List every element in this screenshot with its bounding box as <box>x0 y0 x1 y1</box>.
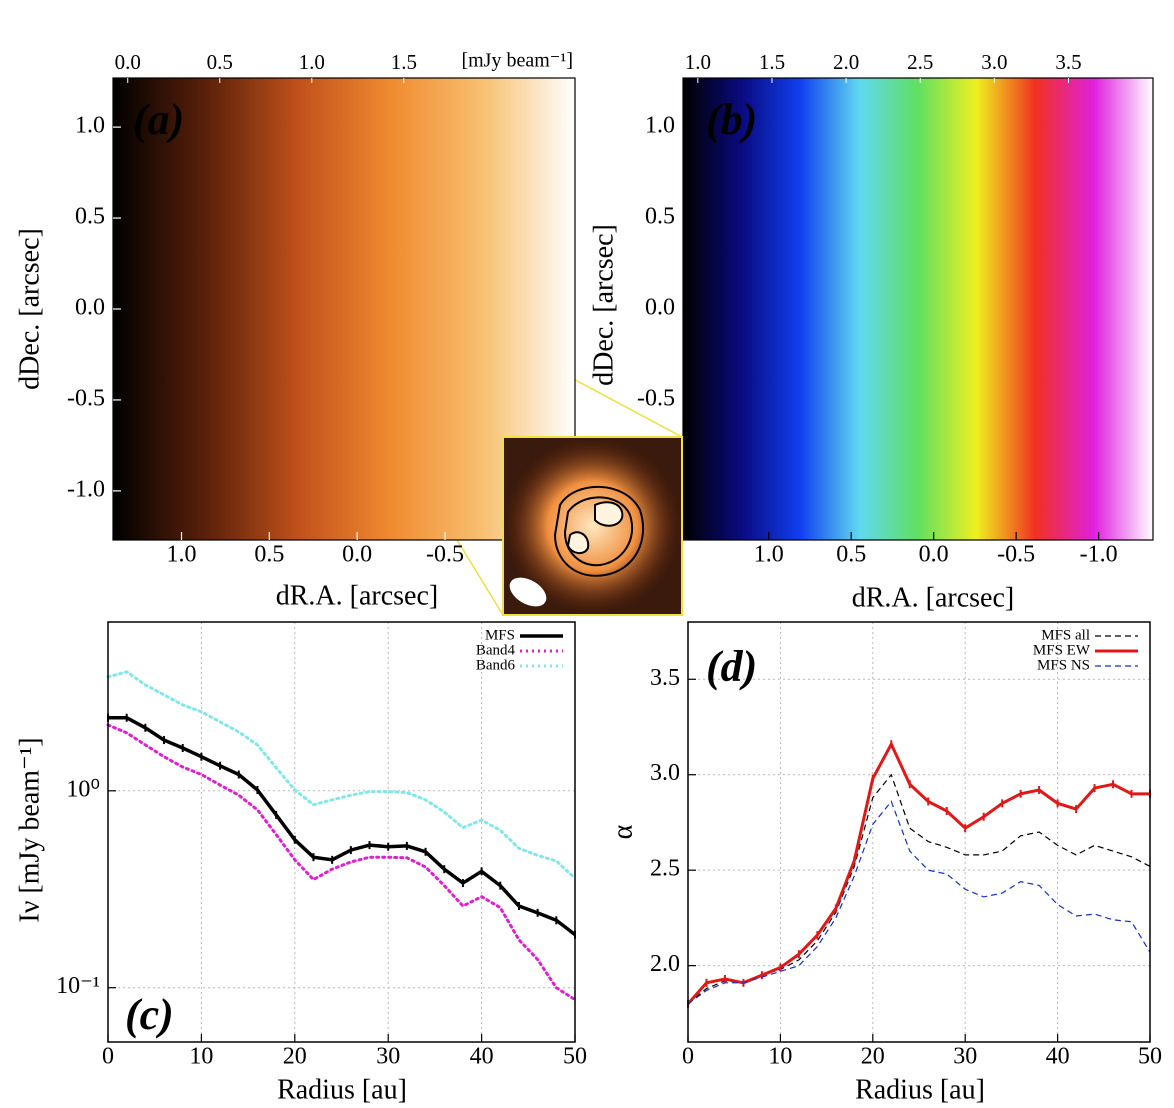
x-tick-label: 0 <box>682 1044 694 1070</box>
x-tick-label: 50 <box>1138 1044 1162 1070</box>
y-tick-label: 3.5 <box>650 665 680 691</box>
x-tick-label: -1.0 <box>1080 542 1118 568</box>
colorbar-label: [mJy beam⁻¹] <box>461 50 573 72</box>
y-tick-label: 1.0 <box>645 113 675 139</box>
panel-label: (b) <box>706 95 757 144</box>
y-axis-label: α <box>607 824 638 839</box>
plot-area <box>108 622 575 1042</box>
legend-label: Band6 <box>476 657 516 673</box>
x-tick-label: 30 <box>376 1044 400 1070</box>
legend-label: MFS NS <box>1037 657 1090 673</box>
x-tick-label: 30 <box>953 1044 977 1070</box>
colorbar-tick-label: 1.0 <box>685 50 711 74</box>
colorbar-tick-label: 1.5 <box>391 50 417 74</box>
contour <box>568 532 588 553</box>
figure: 0.0 0.5 1.0 1.5 [mJy beam⁻¹] 1.0 0.5 0.0 -0.5 -1.… <box>0 0 1174 1108</box>
x-tick-label: 0.5 <box>836 542 866 568</box>
x-axis-label: dR.A. [arcsec] <box>852 582 1014 613</box>
y-tick-label: -0.5 <box>67 385 105 411</box>
x-tick-label: 0.5 <box>254 542 284 568</box>
colorbar-tick-label: 3.0 <box>981 50 1007 74</box>
inset <box>503 437 682 615</box>
x-tick-label: 0.0 <box>342 542 372 568</box>
x-tick-label: 0.0 <box>919 542 949 568</box>
legend-label: MFS EW <box>1033 642 1091 658</box>
x-tick-label: -0.5 <box>426 542 464 568</box>
y-tick-label: 2.5 <box>650 856 680 882</box>
x-tick-label: 10 <box>768 1044 792 1070</box>
colorbar-tick-label: 0.5 <box>207 50 233 74</box>
x-tick-label: 40 <box>470 1044 494 1070</box>
colorbar-tick-label: 3.5 <box>1055 50 1081 74</box>
colorbar-tick-label: 2.0 <box>833 50 859 74</box>
y-tick-label: 10⁰ <box>66 776 100 802</box>
x-axis-label: Radius [au] <box>855 1074 985 1105</box>
x-tick-label: 0 <box>102 1044 114 1070</box>
x-tick-label: 50 <box>563 1044 587 1070</box>
contour <box>595 502 622 526</box>
y-axis-label: Iν [mJy beam⁻¹] <box>14 737 45 922</box>
y-tick-label: 0.5 <box>645 204 675 230</box>
panel-label: (a) <box>133 95 184 144</box>
x-tick-label: 40 <box>1046 1044 1070 1070</box>
y-tick-label: 1.0 <box>75 113 105 139</box>
y-tick-label: 0.5 <box>75 204 105 230</box>
y-axis-label: dDec. [arcsec] <box>14 228 45 390</box>
x-tick-label: 20 <box>283 1044 307 1070</box>
y-tick-label: 3.0 <box>650 760 680 786</box>
panel-label: (c) <box>125 990 174 1039</box>
x-tick-label: 1.0 <box>167 542 197 568</box>
y-tick-label: -1.0 <box>67 476 105 502</box>
colorbar-tick-label: 1.5 <box>759 50 785 74</box>
x-axis-label: dR.A. [arcsec] <box>276 580 438 611</box>
colorbar-tick-label: 0.0 <box>115 50 141 74</box>
y-axis-label: dDec. [arcsec] <box>588 224 619 386</box>
y-tick-label: 10⁻¹ <box>56 973 100 999</box>
x-tick-label: 20 <box>861 1044 885 1070</box>
panel-label: (d) <box>706 642 757 691</box>
y-tick-label: 0.0 <box>645 295 675 321</box>
x-axis-label: Radius [au] <box>277 1074 407 1105</box>
legend-label: MFS all <box>1041 627 1090 643</box>
x-tick-label: -0.5 <box>997 542 1035 568</box>
y-tick-label: -0.5 <box>637 385 675 411</box>
x-tick-label: 10 <box>189 1044 213 1070</box>
x-tick-label: 1.0 <box>754 542 784 568</box>
y-tick-label: 0.0 <box>75 295 105 321</box>
y-tick-label: 2.0 <box>650 951 680 977</box>
legend-label: Band4 <box>476 642 516 658</box>
colorbar <box>683 78 1153 540</box>
colorbar-tick-label: 2.5 <box>907 50 933 74</box>
page: {"chart_data": [ {"type": "image", "pane… <box>0 0 1174 1108</box>
legend-label: MFS <box>485 627 515 643</box>
colorbar-tick-label: 1.0 <box>299 50 325 74</box>
